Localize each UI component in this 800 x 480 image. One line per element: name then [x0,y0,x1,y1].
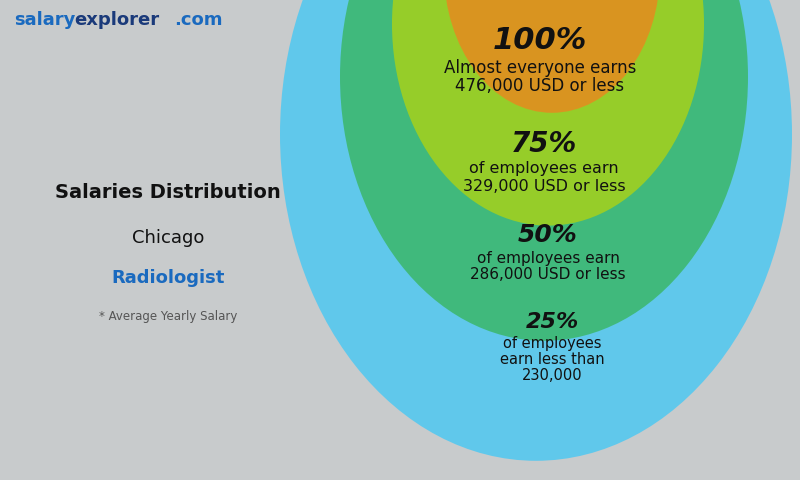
Text: Salaries Distribution: Salaries Distribution [55,182,281,202]
Text: 100%: 100% [493,26,587,55]
Text: .com: .com [174,11,223,29]
Text: Almost everyone earns: Almost everyone earns [444,59,636,77]
Text: 75%: 75% [511,130,577,158]
Text: 50%: 50% [518,223,578,247]
Text: 230,000: 230,000 [522,368,582,383]
Text: Radiologist: Radiologist [111,269,225,288]
Text: explorer: explorer [74,11,159,29]
Text: 476,000 USD or less: 476,000 USD or less [455,77,625,96]
Ellipse shape [444,0,660,113]
Ellipse shape [340,0,748,341]
Text: 25%: 25% [526,312,578,332]
Text: 286,000 USD or less: 286,000 USD or less [470,267,626,282]
Text: earn less than: earn less than [500,351,604,367]
Ellipse shape [392,0,704,226]
Text: * Average Yearly Salary: * Average Yearly Salary [99,310,237,324]
Text: of employees earn: of employees earn [469,161,619,177]
Ellipse shape [280,0,792,461]
Text: 329,000 USD or less: 329,000 USD or less [462,179,626,194]
Text: of employees: of employees [502,336,602,351]
Text: of employees earn: of employees earn [477,251,619,266]
Text: salary: salary [14,11,76,29]
Text: Chicago: Chicago [132,228,204,247]
